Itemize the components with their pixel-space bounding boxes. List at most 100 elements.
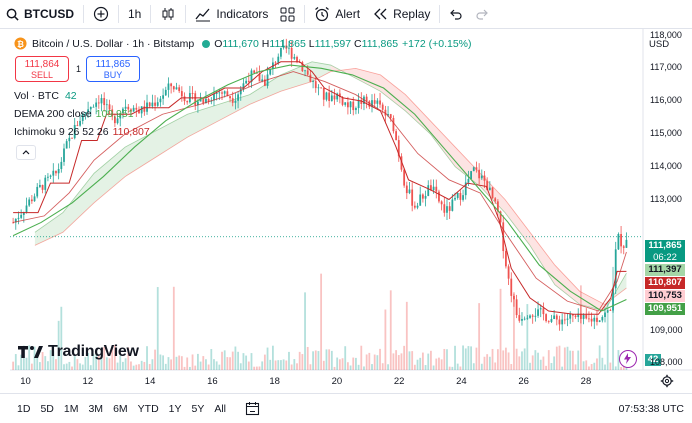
range-button-6m[interactable]: 6M [113, 402, 128, 415]
candle-body [164, 89, 167, 96]
volume-bar [71, 366, 73, 370]
candle-body [274, 62, 277, 64]
volume-bar [306, 346, 309, 370]
range-button-1d[interactable]: 1D [17, 402, 31, 415]
candle-body [95, 102, 98, 107]
collapse-legend-button[interactable] [16, 145, 36, 160]
currency-label[interactable]: USD [649, 39, 670, 50]
volume-bar [164, 363, 167, 370]
utc-clock[interactable]: 07:53:38 UTC [618, 402, 684, 415]
volume-bar [178, 355, 181, 370]
candle-body [510, 278, 513, 296]
volume-bar [221, 351, 223, 370]
candle-body [379, 100, 381, 105]
chart-type-button[interactable] [154, 0, 182, 29]
candle-body [341, 97, 344, 105]
volume-bar [577, 350, 580, 370]
ohlc-h-value: 111,865 [269, 37, 306, 50]
candle-body [285, 45, 288, 49]
news-flash-icon[interactable] [619, 350, 637, 368]
legend-volume[interactable]: Vol · BTC 42 [14, 90, 77, 102]
volume-bar [571, 350, 574, 370]
candle-body [515, 299, 518, 316]
candle-body [430, 185, 432, 191]
alert-button[interactable]: Alert [308, 0, 366, 29]
volume-bar [191, 354, 194, 370]
range-button-5d[interactable]: 5D [40, 402, 54, 415]
candle-body [20, 214, 23, 218]
candle-body [590, 318, 593, 322]
candle-body [237, 94, 239, 101]
compare-button[interactable] [87, 0, 115, 29]
indicators-button[interactable]: Indicators [189, 0, 274, 29]
spread-value: 1 [76, 64, 82, 74]
volume-bar [395, 350, 398, 370]
candle-body [387, 114, 389, 116]
dema-value: 109,951 [95, 108, 134, 120]
range-button-all[interactable]: All [214, 402, 227, 415]
symbol-label: BTCUSD [24, 7, 74, 21]
lagging-line-tag: 110,753 [645, 290, 685, 302]
volume-bar [73, 356, 76, 370]
volume-bar [448, 366, 451, 370]
candle-body [478, 169, 481, 179]
volume-bar [400, 353, 403, 370]
volume-bar [467, 346, 470, 370]
candle-body [221, 92, 223, 94]
volume-bar [518, 356, 521, 370]
buy-button[interactable]: 111,865 BUY [86, 56, 140, 82]
candle-body [585, 314, 588, 319]
divider [304, 5, 306, 23]
range-button-ytd[interactable]: YTD [137, 402, 159, 415]
interval-label: 1h [128, 7, 142, 21]
replay-button[interactable]: Replay [366, 0, 436, 29]
candle-body [432, 186, 435, 191]
candle-body [574, 315, 577, 318]
volume-bar [588, 366, 590, 370]
candle-body [199, 98, 202, 102]
volume-bar [38, 362, 41, 370]
date-range-button[interactable] [245, 401, 260, 416]
undo-button[interactable] [443, 0, 469, 29]
volume-bar [277, 360, 280, 370]
instrument-title: Bitcoin / U.S. Dollar · 1h · Bitstamp [32, 37, 195, 50]
candle-body [239, 89, 242, 95]
last-price-tag: 111,865 06:22 [645, 240, 685, 263]
volume-bar [309, 364, 312, 370]
candle-body [499, 211, 502, 223]
candle-body [124, 106, 127, 109]
candle-body [408, 189, 411, 194]
axis-settings-button[interactable] [660, 374, 674, 388]
candle-body [606, 310, 609, 313]
volume-bar [210, 349, 213, 370]
candle-body [178, 87, 181, 92]
candle-body [151, 102, 154, 107]
range-button-5y[interactable]: 5Y [191, 402, 205, 415]
legend-ichimoku[interactable]: Ichimoku 9 26 52 26 110,807 [14, 126, 150, 138]
legend-dema[interactable]: DEMA 200 close 109,951 [14, 108, 134, 120]
symbol-search[interactable]: BTCUSD [0, 0, 80, 29]
tradingview-logo[interactable]: TradingView [18, 343, 139, 361]
plus-circle-icon [93, 6, 109, 22]
volume-bar [180, 356, 183, 370]
candle-body [349, 101, 352, 108]
sell-button[interactable]: 111,864 SELL [15, 56, 69, 82]
volume-bar [231, 351, 234, 370]
candle-body [539, 308, 542, 310]
volume-bar [207, 364, 210, 370]
buy-price: 111,865 [95, 59, 131, 70]
candle-body [277, 56, 280, 63]
price-tick-label: 118,000 [650, 29, 682, 40]
layout-button[interactable] [274, 0, 301, 29]
range-button-3m[interactable]: 3M [88, 402, 104, 415]
volume-bar [280, 360, 282, 370]
redo-button[interactable] [469, 0, 495, 29]
volume-bar [95, 355, 98, 370]
candle-body [138, 109, 140, 114]
volume-bar [328, 349, 331, 370]
interval-button[interactable]: 1h [122, 0, 147, 29]
sell-price: 111,864 [24, 59, 60, 70]
range-button-1m[interactable]: 1M [63, 402, 79, 415]
range-button-1y[interactable]: 1Y [168, 402, 182, 415]
